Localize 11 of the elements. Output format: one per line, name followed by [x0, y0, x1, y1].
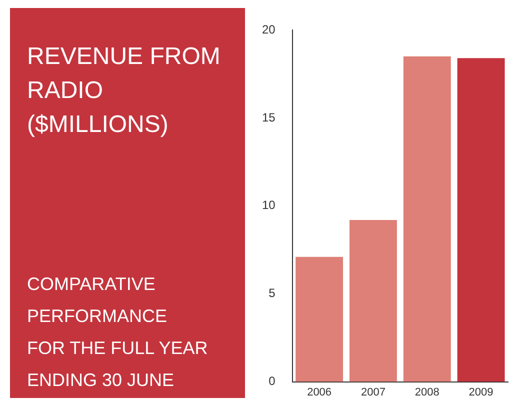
y-tick-label: 0	[268, 374, 276, 388]
text: COMPARATIVE PERFORMANCE FOR THE FULL YEAR ENDING 30 JUNE	[27, 273, 209, 392]
y-tick-label: 20	[262, 22, 276, 36]
x-tick-label: 2008	[414, 386, 440, 398]
y-tick-label: 15	[262, 110, 276, 124]
y-tick-label: 10	[262, 198, 276, 212]
x-tick-label: 2009	[468, 386, 494, 398]
y-tick-label: 5	[268, 286, 276, 300]
text: REVENUE FROM RADIO ($MILLIONS)	[27, 42, 222, 140]
x-tick-label: 2007	[360, 386, 386, 398]
x-tick-label: 2006	[307, 386, 332, 398]
